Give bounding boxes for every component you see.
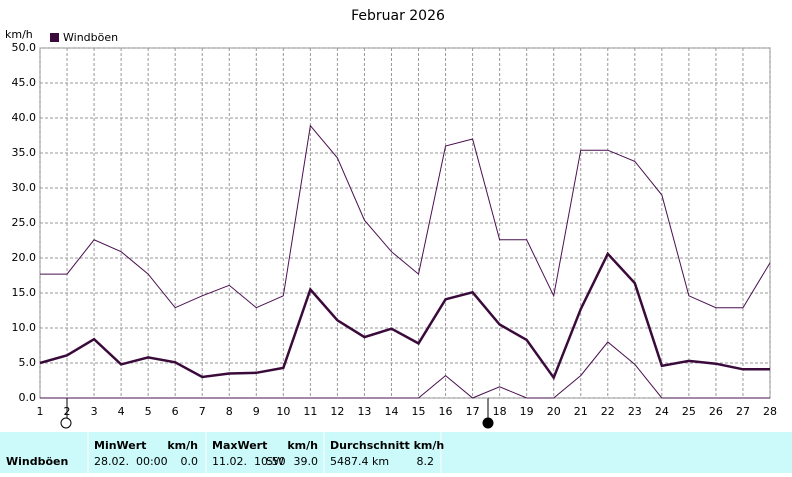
- x-tick-label: 17: [466, 405, 480, 418]
- x-tick-label: 13: [357, 405, 371, 418]
- x-tick-label: 15: [412, 405, 426, 418]
- stats-panel: [0, 432, 792, 473]
- data-line: [39, 251, 770, 381]
- x-tick-label: 25: [682, 405, 696, 418]
- x-tick-label: 3: [91, 405, 98, 418]
- stats-value: 39.0: [294, 455, 319, 468]
- stats-row-label: Windböen: [6, 455, 68, 468]
- y-tick-label: 20.0: [12, 251, 37, 264]
- stats-value: 0.0: [181, 455, 199, 468]
- x-tick-label: 19: [520, 405, 534, 418]
- x-tick-label: 18: [493, 405, 507, 418]
- x-tick-label: 21: [574, 405, 588, 418]
- y-tick-label: 0.0: [19, 391, 37, 404]
- y-tick-label: 15.0: [12, 286, 37, 299]
- legend-swatch: [50, 33, 59, 42]
- stats-value: 8.2: [417, 455, 435, 468]
- y-tick-label: 40.0: [12, 111, 37, 124]
- x-tick-label: 14: [384, 405, 398, 418]
- y-tick-label: 45.0: [12, 76, 37, 89]
- x-tick-label: 8: [226, 405, 233, 418]
- chart-title: Februar 2026: [351, 8, 445, 24]
- data-line: [40, 124, 771, 309]
- x-tick-label: 4: [118, 405, 125, 418]
- x-tick-label: 2: [64, 405, 71, 418]
- x-tick-label: 5: [145, 405, 152, 418]
- x-tick-label: 22: [601, 405, 615, 418]
- x-tick-label: 24: [655, 405, 669, 418]
- y-tick-label: 5.0: [19, 356, 37, 369]
- x-tick-label: 23: [628, 405, 642, 418]
- stats-header: MaxWert: [212, 439, 267, 452]
- x-tick-label: 28: [763, 405, 777, 418]
- stats-date: 28.02. 00:00: [94, 455, 168, 468]
- y-tick-label: 25.0: [12, 216, 37, 229]
- x-tick-label: 20: [547, 405, 561, 418]
- full-moon-icon: [482, 417, 494, 429]
- stats-direction: SW: [266, 455, 284, 468]
- stats-date: 11.02. 10:50: [212, 455, 286, 468]
- stats-unit: km/h: [167, 439, 198, 452]
- x-tick-label: 26: [709, 405, 723, 418]
- stats-cell: [0, 432, 88, 473]
- x-tick-label: 6: [172, 405, 179, 418]
- stats-header: Durchschnitt km/h: [330, 439, 444, 452]
- new-moon-icon: [60, 417, 72, 429]
- stats-header: MinWert: [94, 439, 146, 452]
- x-tick-label: 11: [303, 405, 317, 418]
- y-tick-label: 10.0: [12, 321, 37, 334]
- stats-unit: km/h: [287, 439, 318, 452]
- y-tick-label: 50.0: [12, 41, 37, 54]
- x-tick-label: 1: [37, 405, 44, 418]
- y-tick-label: 30.0: [12, 181, 37, 194]
- x-tick-label: 7: [199, 405, 206, 418]
- legend-label: Windböen: [63, 31, 118, 44]
- x-tick-label: 27: [736, 405, 750, 418]
- stats-distance: 5487.4 km: [330, 455, 389, 468]
- x-tick-label: 10: [276, 405, 290, 418]
- data-line: [40, 341, 770, 399]
- x-tick-label: 9: [253, 405, 260, 418]
- y-tick-label: 35.0: [12, 146, 37, 159]
- x-tick-label: 16: [439, 405, 453, 418]
- x-tick-label: 12: [330, 405, 344, 418]
- y-unit: km/h: [5, 28, 33, 41]
